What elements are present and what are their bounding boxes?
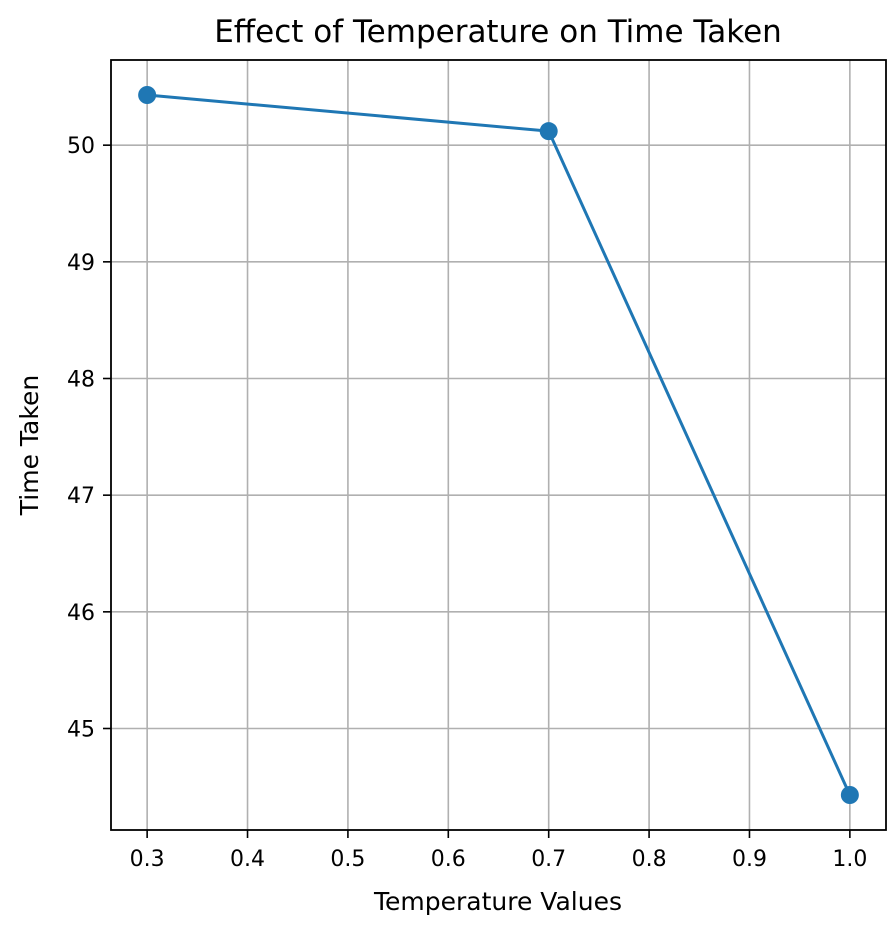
x-tick-label: 0.4 (230, 847, 265, 872)
y-tick-label: 48 (67, 368, 95, 393)
data-point (138, 86, 157, 104)
y-tick-label: 47 (67, 484, 95, 509)
x-tick-label: 0.7 (531, 847, 566, 872)
data-point (840, 786, 859, 804)
x-tick-label: 0.3 (130, 847, 165, 872)
x-tick-label: 0.5 (330, 847, 365, 872)
plot-frame (110, 59, 887, 831)
series (138, 86, 859, 804)
y-tick-label: 49 (67, 251, 95, 276)
data-point (539, 122, 558, 141)
x-tick-label: 0.6 (431, 847, 466, 872)
x-tick-label: 1.0 (832, 847, 867, 872)
chart-title: Effect of Temperature on Time Taken (214, 14, 782, 50)
x-axis-label: Temperature Values (373, 887, 622, 916)
y-tick-label: 50 (67, 134, 95, 159)
x-tick-label: 0.8 (632, 847, 667, 872)
axis-ticks: 0.3 0.4 0.5 0.6 0.7 0.8 0.9 1.0 45 46 47 48 49 50 (67, 134, 867, 872)
y-tick-label: 45 (67, 718, 95, 743)
y-tick-label: 46 (67, 601, 95, 626)
y-axis-label: Time Taken (15, 375, 44, 516)
x-tick-label: 0.9 (732, 847, 767, 872)
grid (111, 60, 886, 830)
